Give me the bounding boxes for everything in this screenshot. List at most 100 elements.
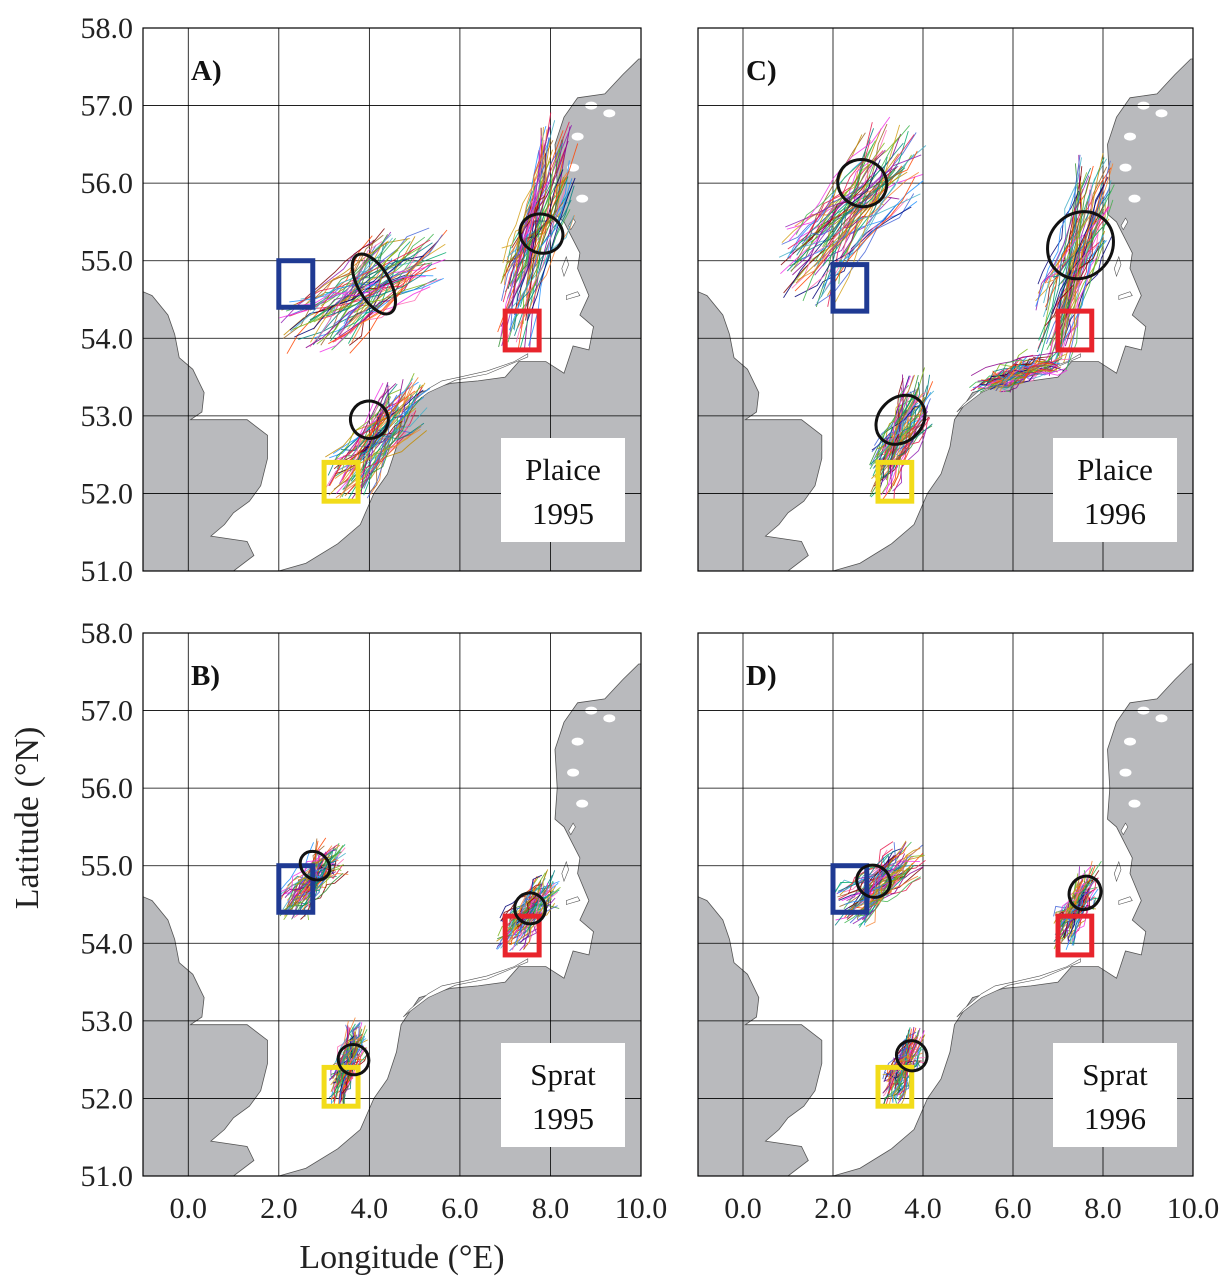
release-box	[321, 459, 361, 504]
drift-trajectory	[361, 389, 390, 488]
drift-trajectory	[886, 1036, 922, 1083]
drift-trajectory	[520, 174, 552, 348]
drift-trajectory	[1042, 157, 1082, 317]
drift-trajectory	[897, 1034, 926, 1101]
drift-trajectory	[835, 176, 916, 281]
land-england	[698, 291, 823, 571]
arrival-ellipse	[348, 399, 390, 440]
drift-trajectory	[806, 198, 908, 291]
drift-trajectory	[822, 142, 885, 248]
drift-trajectory	[1063, 153, 1104, 363]
drift-trajectory	[348, 263, 386, 321]
land-england	[143, 291, 268, 571]
release-box	[830, 262, 870, 314]
drift-trajectory	[788, 116, 891, 242]
drift-trajectory	[870, 393, 916, 465]
drift-trajectory	[884, 1031, 917, 1072]
drift-trajectory	[319, 286, 431, 353]
inland-water-4	[1155, 714, 1168, 723]
drift-trajectory	[355, 406, 400, 469]
drift-trajectory	[530, 176, 569, 282]
drift-trajectory	[309, 241, 383, 348]
panel-letter: D)	[746, 660, 777, 692]
drift-trajectory	[859, 867, 910, 928]
drift-trajectory	[329, 390, 416, 487]
drift-trajectory	[875, 407, 924, 482]
release-box	[1055, 308, 1095, 353]
release-box	[276, 863, 316, 915]
legend-species: Sprat	[1082, 1057, 1148, 1092]
species-year-legend: Sprat 1995	[501, 1043, 625, 1147]
drift-trajectory	[501, 125, 551, 347]
inland-water-0	[571, 737, 584, 746]
arrival-ellipse	[1067, 874, 1103, 912]
drift-trajectory	[999, 360, 1023, 393]
latitude-tick-label: 51.0	[81, 555, 134, 588]
drift-trajectory	[1065, 888, 1099, 950]
drift-trajectory	[349, 229, 448, 354]
drift-trajectory	[289, 274, 434, 303]
species-year-legend: Plaice 1995	[501, 438, 625, 542]
drift-trajectory	[316, 238, 408, 345]
map-panels: A) Plaice 1995 58.0 57.0 56.0 55.0 54.0 53.0 52.0…	[81, 12, 1220, 1225]
drift-trajectory	[326, 263, 433, 317]
arrival-ellipse	[350, 252, 397, 316]
drift-trajectory	[328, 383, 397, 487]
inland-water-0	[1124, 132, 1136, 141]
drift-trajectory	[781, 186, 860, 245]
drift-trajectory	[517, 215, 575, 328]
arrival-ellipse	[513, 891, 548, 926]
drift-trajectory	[991, 362, 1054, 385]
drift-trajectory	[279, 872, 344, 917]
latitude-tick-label: 56.0	[81, 167, 134, 200]
drift-trajectory	[1037, 190, 1080, 285]
x-axis-title: Longitude (°E)	[299, 1239, 504, 1276]
drift-trajectory	[509, 902, 556, 946]
latitude-tick-label: 54.0	[81, 322, 134, 355]
arrival-ellipse	[336, 1043, 371, 1077]
drift-trajectory	[361, 428, 396, 486]
drift-trajectory	[297, 860, 336, 914]
panel-d: D) Sprat 1996 0.0 2.0 4.0 6.0 8.0 10.0	[697, 632, 1219, 1225]
latitude-tick-label: 58.0	[81, 12, 134, 45]
arrival-ellipse	[855, 863, 892, 899]
drift-trajectory	[313, 277, 444, 339]
latitude-tick-label: 56.0	[81, 772, 134, 805]
drift-trajectory	[348, 241, 411, 344]
drift-trajectory	[300, 252, 372, 311]
drift-trajectory	[1043, 247, 1085, 283]
drift-trajectory	[343, 1032, 357, 1074]
drift-trajectory	[843, 858, 902, 893]
drift-trajectory	[813, 150, 918, 235]
tidal-flat-1	[1113, 255, 1122, 278]
drift-trajectory	[1001, 362, 1022, 383]
tidal-flat-1	[1113, 860, 1122, 883]
drift-trajectory	[334, 389, 401, 461]
longitude-tick-label: 0.0	[724, 1192, 762, 1225]
release-box	[875, 459, 915, 504]
drift-trajectory	[812, 204, 897, 300]
drift-trajectory	[1064, 883, 1087, 914]
tidal-flat-3	[1120, 217, 1129, 231]
release-box	[276, 258, 316, 310]
longitude-tick-label: 6.0	[994, 1192, 1032, 1225]
legend-species: Sprat	[530, 1057, 596, 1092]
longitude-tick-label: 8.0	[1084, 1192, 1122, 1225]
inland-water-0	[571, 132, 584, 141]
legend-species: Plaice	[1077, 452, 1153, 487]
latitude-tick-label: 55.0	[81, 245, 134, 278]
latitude-tick-label: 52.0	[81, 1082, 134, 1115]
drift-trajectory	[815, 151, 866, 308]
drift-trajectory	[802, 143, 874, 302]
legend-year: 1995	[532, 1101, 594, 1136]
drift-trajectory	[871, 416, 907, 453]
panel-frame	[697, 27, 1194, 572]
drift-trajectory	[1061, 176, 1091, 345]
y-axis-title: Latitude (°N)	[9, 727, 46, 910]
drift-trajectory	[984, 363, 1044, 391]
legend-box	[1053, 1043, 1177, 1147]
drift-trajectory	[497, 130, 564, 333]
drift-trajectory	[283, 234, 384, 339]
latitude-tick-label: 58.0	[81, 617, 134, 650]
drift-trajectory	[338, 382, 413, 462]
